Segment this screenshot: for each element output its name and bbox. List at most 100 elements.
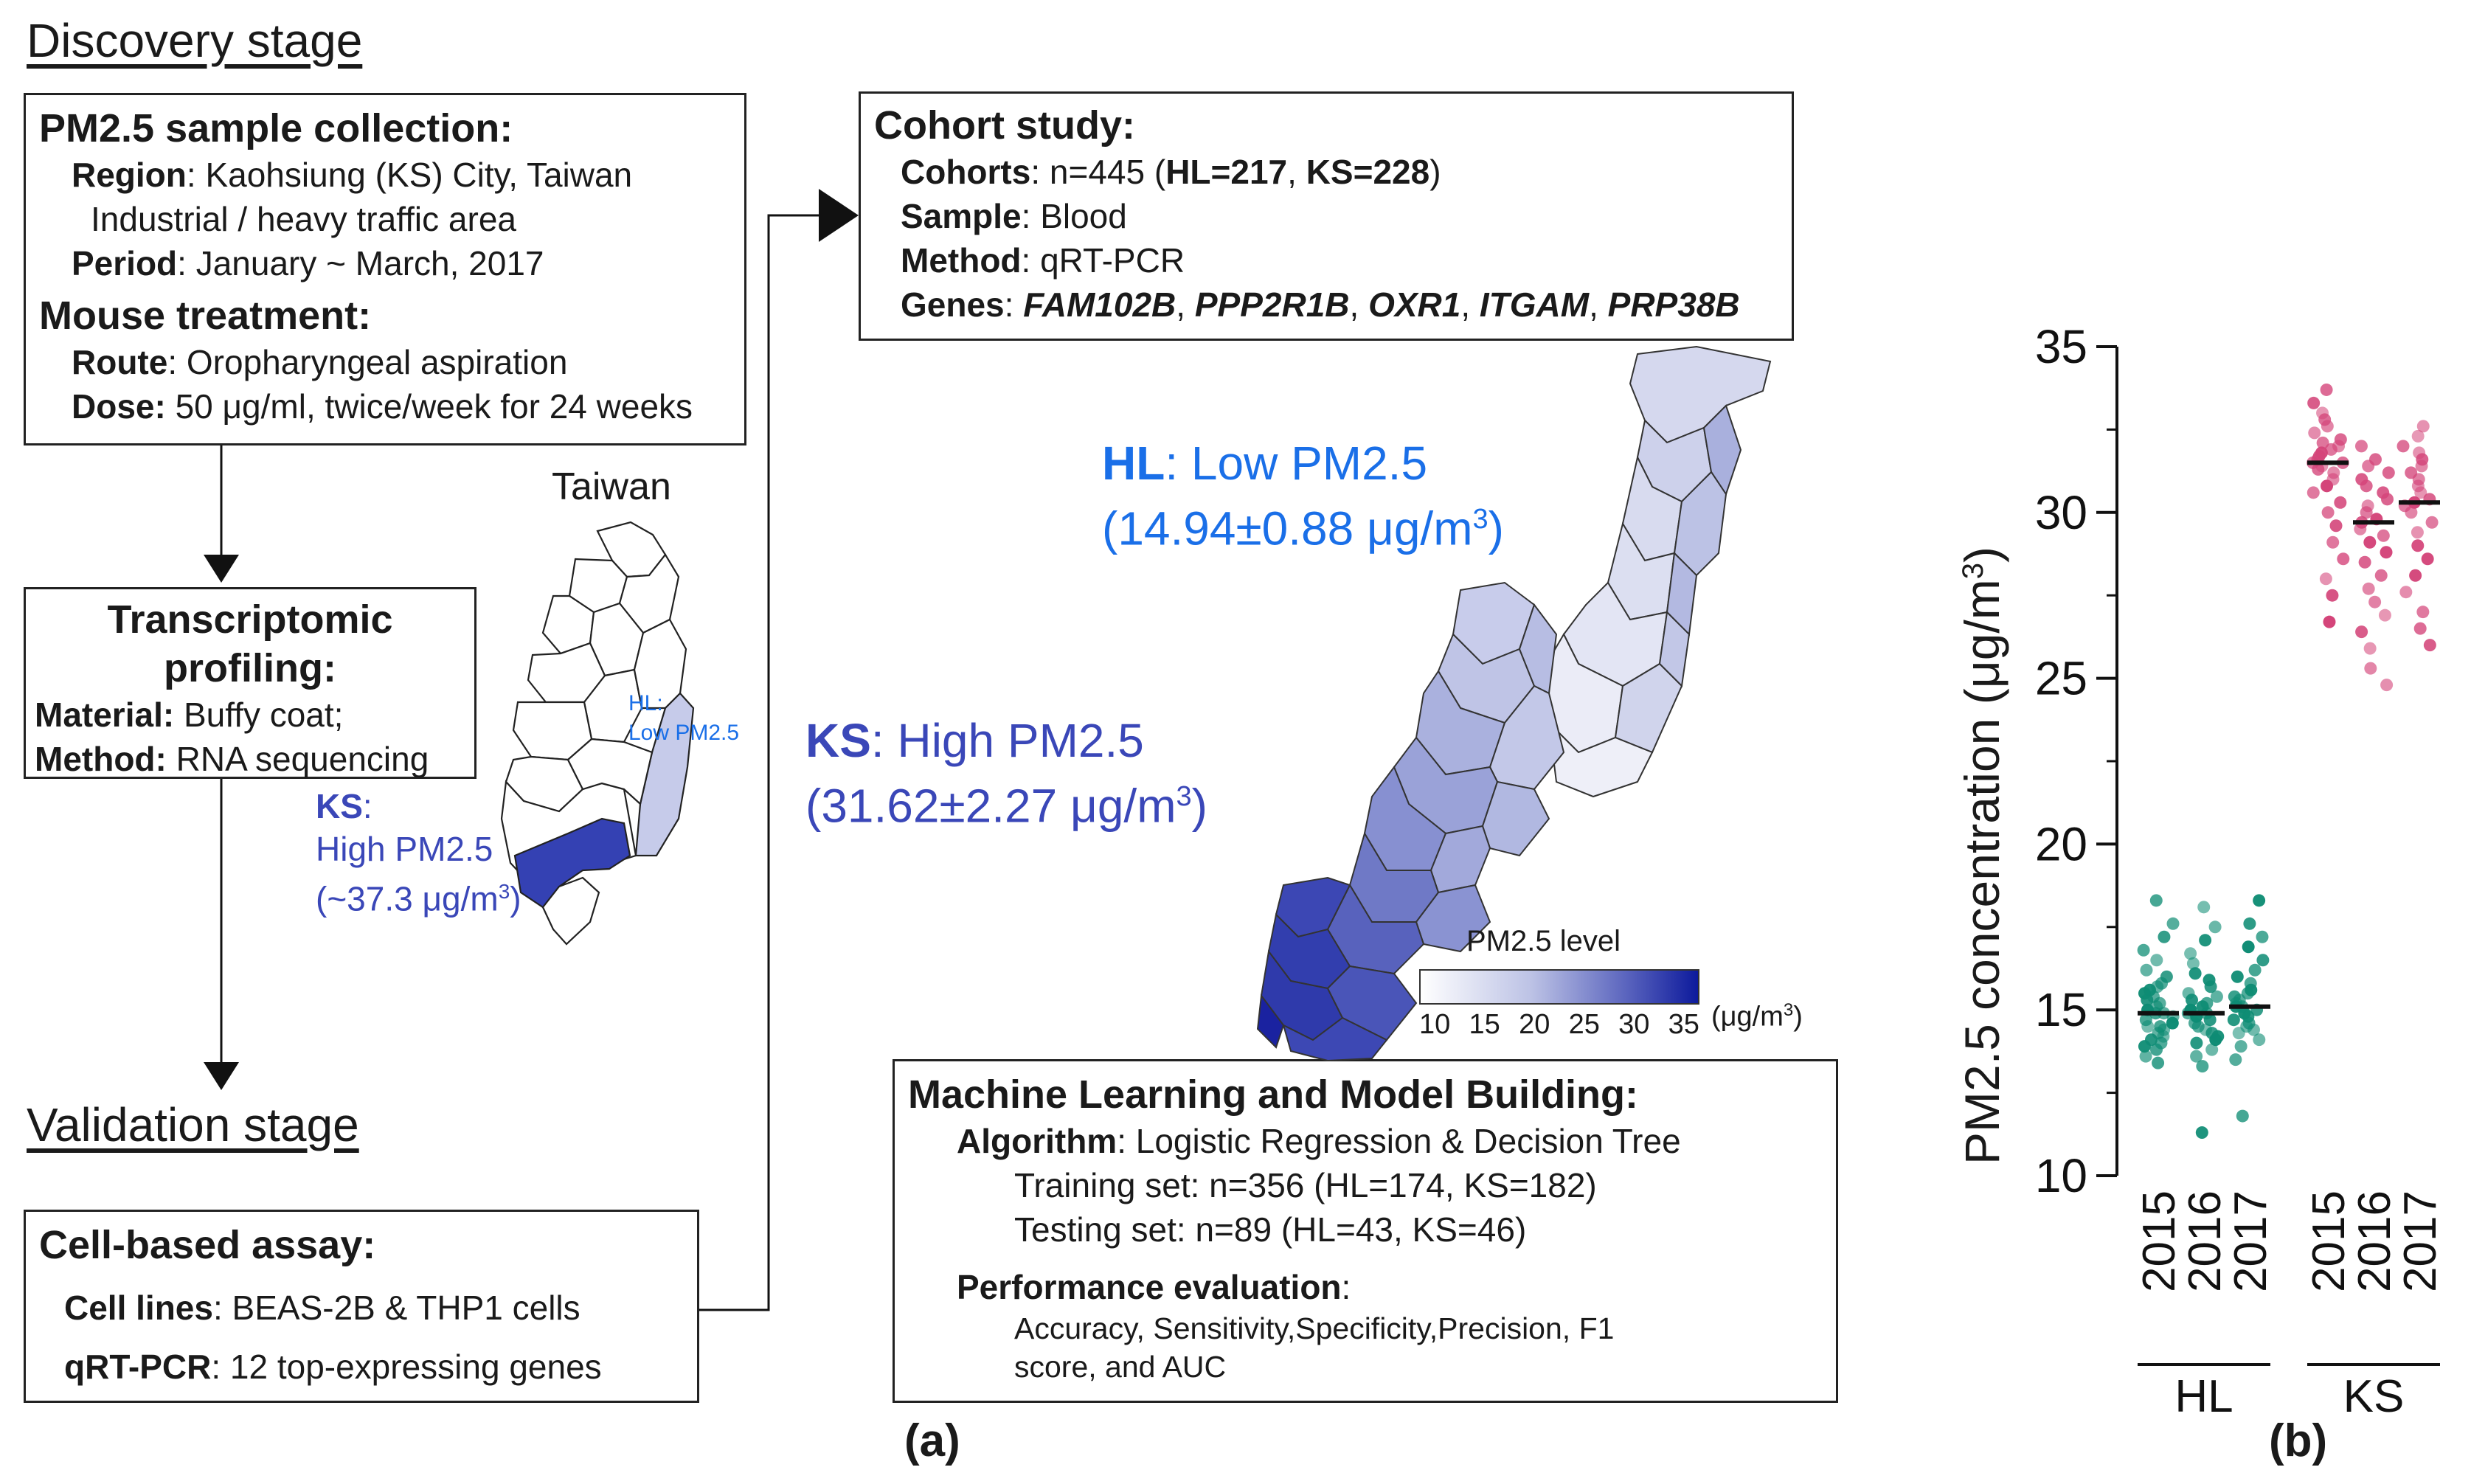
data-point [2320,383,2333,396]
performance-metrics-2: score, and AUC [1014,1350,1227,1384]
data-point [2409,569,2422,582]
validation-stage-title: Validation stage [27,1098,359,1151]
method-line-cohort: Method: qRT-PCR [901,241,1185,280]
data-point [2199,934,2212,947]
qrt-pcr-line: qRT-PCR: 12 top-expressing genes [64,1348,602,1386]
data-point [2243,917,2256,930]
performance-metrics-1: Accuracy, Sensitivity,Specificity,Precis… [1014,1311,1615,1345]
hl-label-big: HL: Low PM2.5 (14.94±0.88 μg/m3) [1102,437,1504,555]
data-point [2307,396,2321,409]
data-point [2355,625,2368,639]
data-point [2234,1040,2248,1053]
data-point [2205,1043,2219,1056]
data-point [2382,466,2395,479]
data-point [2378,608,2391,622]
data-point [2425,516,2439,529]
data-point [2166,917,2180,930]
data-point [2256,930,2269,943]
ml-box: Machine Learning and Model Building: Alg… [893,1059,1838,1403]
data-point [2242,940,2255,954]
mouse-treatment-title: Mouse treatment: [39,294,372,338]
data-point [2316,436,2329,449]
data-point [2374,569,2388,582]
cell-assay-title: Cell-based assay: [39,1223,376,1267]
data-point [2186,957,2200,970]
data-point [2358,555,2371,569]
data-point [2364,662,2377,675]
data-point [2244,977,2257,990]
ml-title: Machine Learning and Model Building: [908,1072,1639,1117]
data-point [2236,1109,2249,1123]
arrow-head [204,1062,239,1090]
data-point [2139,1050,2152,1063]
data-point [2380,679,2394,692]
data-point [2368,453,2382,466]
discovery-stage-title: Discovery stage [27,14,363,67]
pm25-chart: PM2.5 concentration (μg/m3) 10 15 20 25 30 35… [1955,320,2446,1422]
data-point [2405,466,2418,479]
data-point [2411,429,2425,443]
cell-assay-box: Cell-based assay: Cell lines: BEAS-2B & … [24,1210,699,1403]
caption-b: (b) [2269,1415,2328,1466]
genes-line: Genes: FAM102B, PPP2R1B, OXR1, ITGAM, PR… [901,285,1740,324]
data-point [2337,552,2350,566]
y-tick-label: 15 [2035,983,2087,1036]
data-point [2326,535,2340,549]
data-point [2411,539,2425,552]
data-point [2307,486,2320,499]
period-line: Period: January ~ March, 2017 [72,244,544,282]
legend-ticks: 10 15 20 25 30 35 [1419,1009,1699,1041]
sample-line: Sample: Blood [901,197,1127,235]
x-tick-label: 2017 [2225,1190,2276,1292]
pm25-collection-title: PM2.5 sample collection: [39,106,513,150]
legend-title: PM2.5 level [1466,925,1621,957]
data-point [2188,967,2202,980]
data-point [2329,519,2343,533]
data-point [2150,954,2163,967]
arrow-head [819,189,859,242]
legend-unit: (μg/m3) [1711,1000,1803,1033]
group-label: KS [2343,1371,2405,1422]
gene-name: PRP38B [1607,285,1740,324]
region-line: Region: Kaohsiung (KS) City, Taiwan [72,156,633,194]
data-point [2253,1033,2266,1047]
data-point [2399,586,2413,599]
caption-a: (a) [904,1415,960,1466]
data-point [2308,426,2321,440]
y-tick-label: 20 [2035,817,2087,870]
taiwan-label: Taiwan [552,465,671,508]
data-point [2326,589,2339,602]
algorithm-line: Algorithm: Logistic Regression & Decisio… [957,1122,1681,1160]
cohort-title: Cohort study: [874,103,1135,148]
y-tick-label: 30 [2035,486,2087,539]
data-point [2149,894,2163,907]
data-point [2363,642,2377,655]
data-point [2380,546,2393,559]
data-point [2354,440,2368,453]
data-point [2139,1013,2152,1027]
legend-tick: 10 [1419,1009,1451,1040]
median-lines [2138,460,2440,1016]
data-point [2227,1013,2240,1027]
taiwan-map-small [500,521,695,946]
route-line: Route: Oropharyngeal aspiration [72,343,568,381]
data-point [2421,552,2434,566]
data-point [2184,947,2197,960]
pm25-collection-box: PM2.5 sample collection: Region: Kaohsiu… [24,93,746,445]
data-point [2231,970,2244,983]
data-point [2158,930,2171,943]
method-line: Method: RNA sequencing [35,740,429,778]
data-point [2355,473,2368,486]
data-point [2196,1060,2209,1073]
data-point [2200,996,2214,1010]
data-point [2182,987,2195,1000]
arrow-head [204,555,239,583]
data-point [2190,1050,2203,1063]
data-point [2321,506,2335,519]
data-point [2190,1036,2203,1050]
cell-lines-line: Cell lines: BEAS-2B & THP1 cells [64,1289,581,1327]
hl-districts [1536,345,1772,798]
data-point [2137,943,2150,957]
x-tick-label: 2016 [2180,1190,2231,1292]
